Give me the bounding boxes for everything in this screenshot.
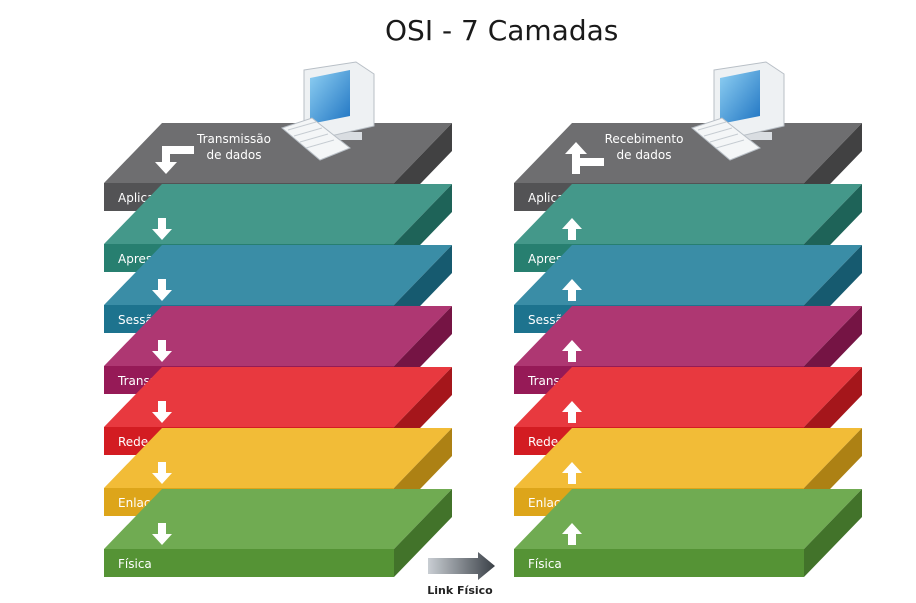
computer-icon xyxy=(690,61,785,161)
arrow-down-icon xyxy=(152,523,172,545)
keyboard-icon xyxy=(280,117,351,161)
link-fisico: Link Físico xyxy=(427,552,495,597)
arrow-right-icon xyxy=(428,552,495,580)
arrow-down-icon xyxy=(152,340,172,362)
layer-top-face xyxy=(104,489,452,549)
sending-stack: AplicaçãoApresentaçãoSessãoTransporteRed… xyxy=(104,61,452,577)
layer-label: Física xyxy=(528,557,562,571)
arrow-up-icon xyxy=(562,401,582,423)
layer-front-face xyxy=(104,549,394,577)
computer-icon xyxy=(280,61,375,161)
arrow-up-icon xyxy=(562,218,582,240)
link-fisico-label: Link Físico xyxy=(427,584,493,597)
layer-top-face xyxy=(104,367,452,427)
layer-top-face xyxy=(514,428,862,488)
layer-top-face xyxy=(514,306,862,366)
arrow-down-icon xyxy=(152,462,172,484)
note-line-2: de dados xyxy=(207,148,262,162)
layer-label: Rede xyxy=(528,435,558,449)
keyboard-icon xyxy=(690,117,761,161)
layer-top-face xyxy=(514,489,862,549)
arrow-down-icon xyxy=(152,279,172,301)
layer-side-face xyxy=(804,489,862,577)
layer-fisica: Física xyxy=(514,489,862,577)
layer-top-face xyxy=(104,306,452,366)
bent-arrow-icon xyxy=(565,142,604,174)
bent-arrow-icon xyxy=(155,146,194,174)
layer-label: Física xyxy=(118,557,152,571)
layer-front-face xyxy=(514,549,804,577)
diagram-title: OSI - 7 Camadas xyxy=(385,14,619,47)
arrow-down-icon xyxy=(152,401,172,423)
layer-top-face xyxy=(514,184,862,244)
layer-label: Rede xyxy=(118,435,148,449)
arrow-up-icon xyxy=(562,279,582,301)
monitor-screen xyxy=(720,70,760,124)
layer-side-face xyxy=(394,489,452,577)
note-line-2: de dados xyxy=(617,148,672,162)
layer-fisica: Física xyxy=(104,489,452,577)
layer-top-face xyxy=(514,245,862,305)
layer-top-face xyxy=(104,428,452,488)
receiving-stack: AplicaçãoApresentaçãoSessãoTransporteRed… xyxy=(514,61,862,577)
note-line-1: Transmissão xyxy=(196,132,271,146)
layer-top-face xyxy=(104,123,452,183)
arrow-up-icon xyxy=(562,340,582,362)
layer-top-face xyxy=(514,123,862,183)
arrow-up-icon xyxy=(562,523,582,545)
note-line-1: Recebimento xyxy=(605,132,684,146)
layer-top-face xyxy=(514,367,862,427)
arrow-down-icon xyxy=(152,218,172,240)
layer-top-face xyxy=(104,245,452,305)
layer-top-face xyxy=(104,184,452,244)
monitor-screen xyxy=(310,70,350,124)
arrow-up-icon xyxy=(562,462,582,484)
